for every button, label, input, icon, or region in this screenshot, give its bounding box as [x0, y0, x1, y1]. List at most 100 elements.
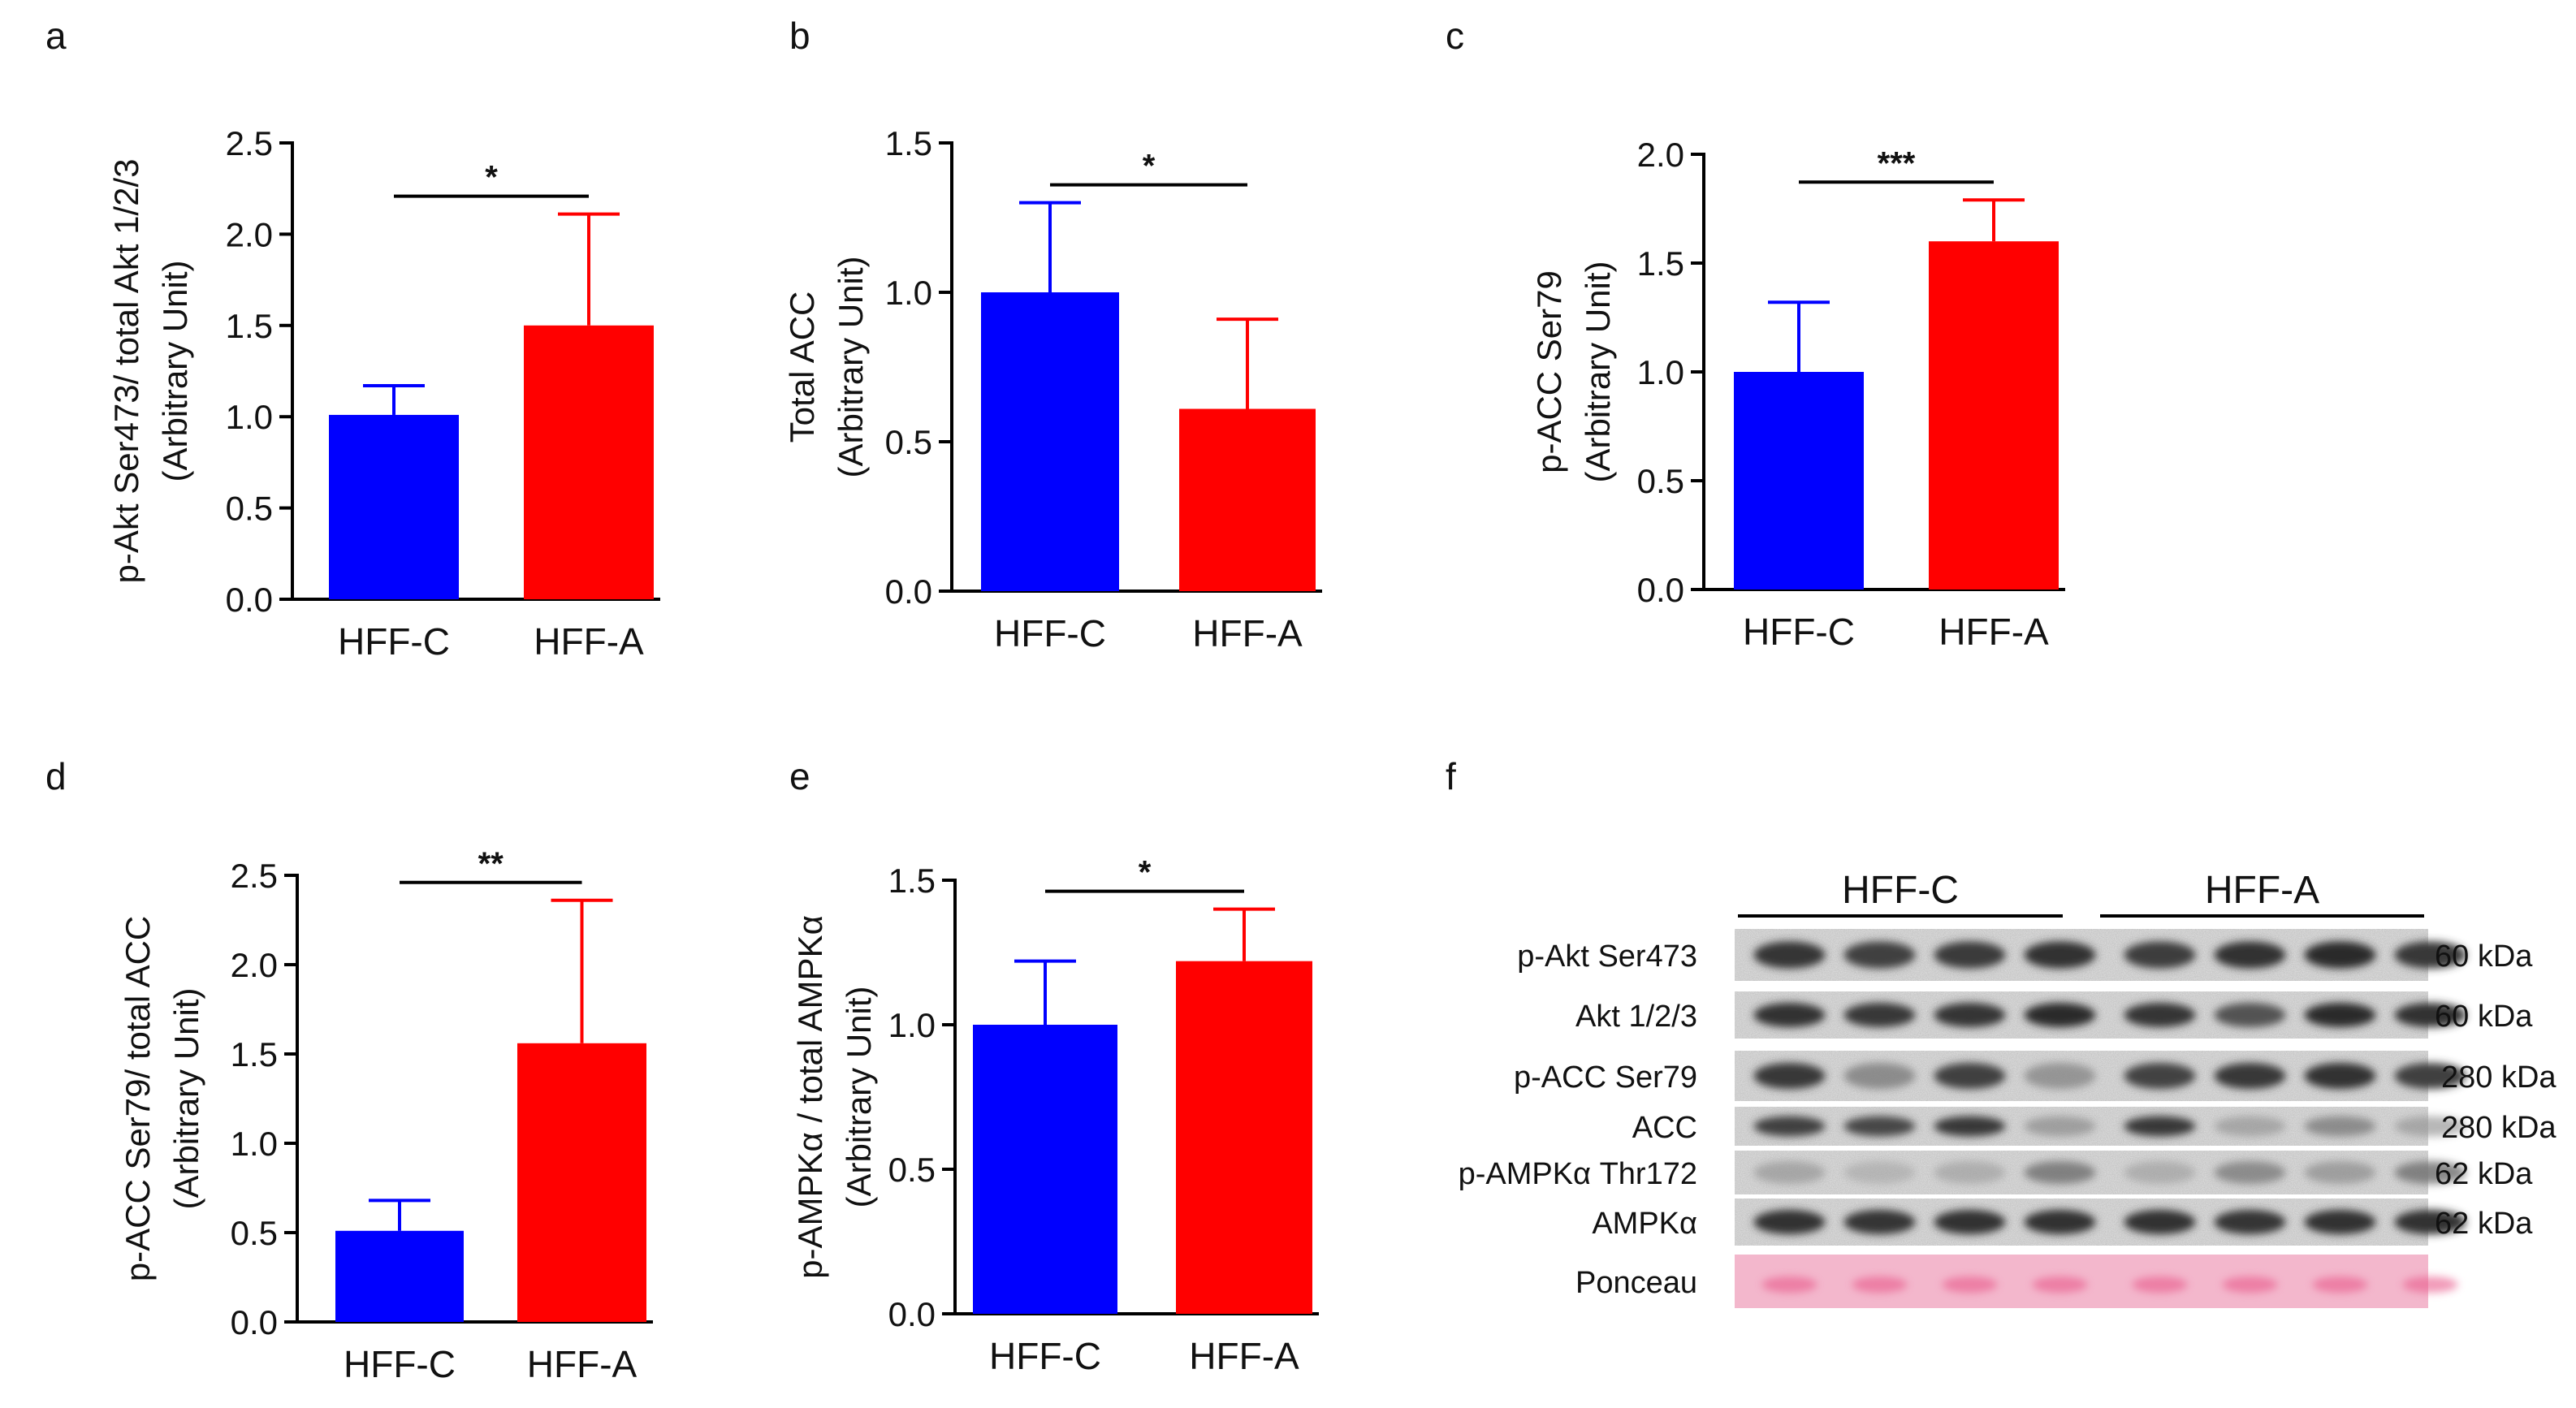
blot-band [1753, 941, 1826, 969]
y-tick-label: 1.0 [888, 1006, 936, 1044]
blot-band [1843, 1116, 1916, 1137]
panel-letter-d: d [45, 755, 67, 797]
blot-band [2304, 1209, 2376, 1235]
blot-band [2394, 1209, 2466, 1235]
significance-stars: * [485, 160, 498, 196]
bar-hff-c [335, 1230, 464, 1322]
ponceau-band [1942, 1276, 1998, 1293]
ponceau-band [2312, 1276, 2368, 1293]
blot-band [1934, 1209, 2006, 1235]
blot-row-label: p-AMPKα Thr172 [1459, 1157, 1697, 1191]
y-tick-label: 0.0 [226, 581, 273, 619]
x-category-label: HFF-C [994, 612, 1106, 654]
blot-band [2024, 1160, 2096, 1185]
bar-hff-a [1176, 961, 1312, 1314]
x-category-label: HFF-C [1743, 611, 1855, 653]
y-tick-label: 1.0 [885, 274, 932, 312]
ponceau-band [2222, 1276, 2278, 1293]
blot-band [1843, 941, 1916, 969]
blot-band [2124, 1160, 2196, 1185]
x-category-label: HFF-A [534, 620, 644, 663]
blot-band [2124, 1002, 2196, 1028]
blot-band [2394, 1002, 2466, 1028]
y-axis-label-line-1: Total ACC [783, 292, 821, 443]
x-category-label: HFF-A [1938, 611, 2049, 653]
y-axis-label-line-2: (Arbitrary Unit) [1579, 261, 1617, 482]
y-tick-label: 1.5 [885, 124, 932, 162]
bar-hff-c [329, 414, 459, 599]
blot-kda-label: 62 kDa [2435, 1157, 2533, 1191]
y-tick-label: 2.0 [226, 215, 273, 253]
y-tick-label: 0.5 [1637, 462, 1684, 500]
blot-band [2124, 1062, 2196, 1090]
x-category-label: HFF-C [338, 620, 450, 663]
y-axis-label-line-2: (Arbitrary Unit) [832, 256, 870, 477]
blot-band [2304, 1116, 2376, 1137]
blot-band [2214, 1062, 2286, 1090]
y-tick-label: 0.0 [231, 1303, 278, 1341]
blot-band [2024, 1209, 2096, 1235]
y-tick-label: 0.5 [231, 1214, 278, 1252]
blot-band [2024, 1116, 2096, 1137]
blot-band [2394, 941, 2466, 969]
bar-hff-c [981, 292, 1119, 591]
significance-stars: * [1139, 855, 1152, 891]
y-axis-label-line-1: p-ACC Ser79/ total ACC [119, 916, 157, 1282]
ponceau-band [2132, 1276, 2188, 1293]
y-tick-label: 2.5 [226, 124, 273, 162]
y-tick-label: 2.0 [1637, 136, 1684, 174]
blot-band [2124, 941, 2196, 969]
y-axis-label-line-2: (Arbitrary Unit) [156, 260, 194, 482]
y-tick-label: 0.5 [885, 423, 932, 461]
chart-panel-d: 0.0 0.5 1.0 1.5 2.0 2.5 HFF-C HFF-A ** p-ACC Ser7… [119, 846, 653, 1385]
blot-row-label: ACC [1632, 1111, 1697, 1145]
blot-kda-label: 62 kDa [2435, 1207, 2533, 1241]
western-blot-panel: HFF-C HFF-A p-Akt Ser473 60 kDa Akt 1/2/3 60 … [1459, 869, 2557, 1308]
blot-kda-label: 280 kDa [2441, 1060, 2557, 1095]
blot-band [2394, 1062, 2466, 1090]
chart-panel-b: 0.0 0.5 1.0 1.5 HFF-C HFF-A * Total ACC (Arbitra… [783, 124, 1322, 654]
blot-band [1753, 1160, 1826, 1185]
blot-band [1753, 1062, 1826, 1090]
blot-kda-label: 280 kDa [2441, 1111, 2557, 1145]
panel-letter-c: c [1446, 15, 1464, 57]
ponceau-band [2032, 1276, 2088, 1293]
panel-letter-e: e [789, 755, 810, 797]
y-axis-label-line-2: (Arbitrary Unit) [840, 986, 878, 1207]
y-tick-label: 0.5 [888, 1151, 936, 1189]
significance-stars: *** [1878, 145, 1916, 181]
blot-band [2214, 1160, 2286, 1185]
blot-band [1753, 1209, 1826, 1235]
x-category-label: HFF-C [989, 1335, 1101, 1377]
blot-band [2304, 1062, 2376, 1090]
y-tick-label: 1.5 [231, 1035, 278, 1073]
y-tick-label: 0.0 [885, 572, 932, 611]
blot-band [1753, 1116, 1826, 1137]
y-tick-label: 1.5 [1637, 244, 1684, 283]
blot-band [2124, 1209, 2196, 1235]
blot-band [1843, 1062, 1916, 1090]
blot-band [2304, 1160, 2376, 1185]
y-axis-label-line-1: p-ACC Ser79 [1530, 270, 1568, 473]
bar-hff-c [1734, 372, 1864, 590]
blot-band [2214, 1002, 2286, 1028]
panel-letter-b: b [789, 15, 810, 57]
blot-band [1934, 1062, 2006, 1090]
y-tick-label: 0.0 [1637, 571, 1684, 609]
y-tick-label: 1.0 [226, 398, 273, 436]
bar-hff-a [524, 325, 654, 599]
blot-row-label: p-Akt Ser473 [1517, 939, 1697, 974]
chart-panel-e: 0.0 0.5 1.0 1.5 HFF-C HFF-A * p-AMPKα / total A… [791, 855, 1319, 1377]
y-tick-label: 0.0 [888, 1295, 936, 1333]
blot-band [2394, 1116, 2466, 1137]
blot-row-label: AMPKα [1592, 1207, 1697, 1241]
blot-band [1843, 1002, 1916, 1028]
y-tick-label: 2.0 [231, 946, 278, 984]
y-tick-label: 1.0 [1637, 353, 1684, 391]
blot-row-label: p-ACC Ser79 [1514, 1060, 1697, 1095]
y-tick-label: 1.5 [226, 307, 273, 345]
significance-stars: * [1143, 149, 1156, 184]
ponceau-band [2402, 1276, 2458, 1293]
blot-band [1843, 1160, 1916, 1185]
